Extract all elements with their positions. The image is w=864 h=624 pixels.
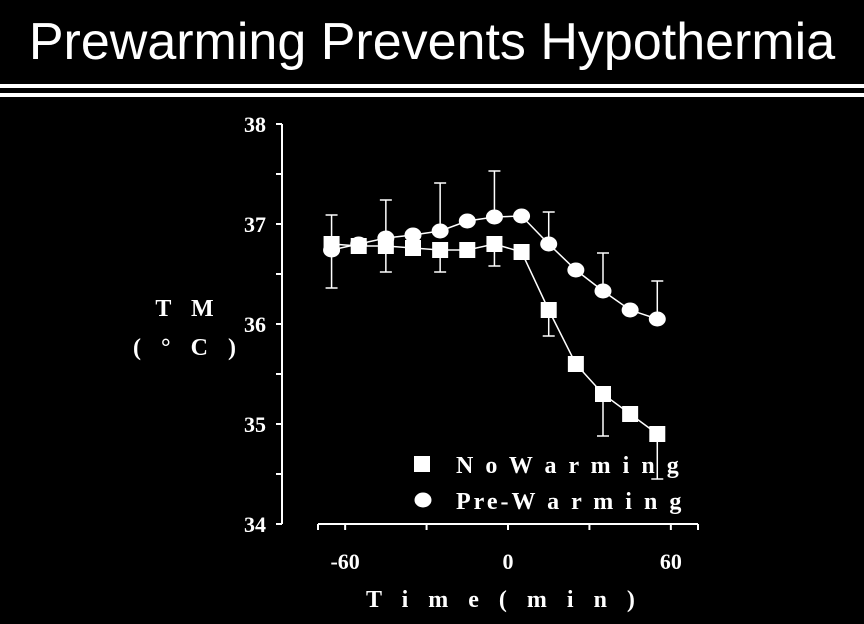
x-tick-label: 60 bbox=[660, 549, 682, 574]
data-point-square bbox=[649, 426, 666, 442]
y-tick-label: 36 bbox=[244, 312, 266, 337]
legend-label-no-warming: N o W a r m i n g bbox=[456, 453, 682, 479]
series-line-pre-warming bbox=[331, 215, 658, 320]
data-point-square bbox=[459, 242, 476, 258]
y-tick-label: 37 bbox=[244, 212, 266, 237]
y-tick-label: 38 bbox=[244, 112, 266, 137]
data-point-circle bbox=[621, 302, 639, 318]
data-point-circle bbox=[540, 236, 558, 252]
data-point-circle bbox=[648, 311, 666, 327]
data-point-circle bbox=[350, 236, 368, 252]
data-point-square bbox=[432, 242, 449, 258]
legend-marker-circle bbox=[414, 492, 432, 508]
x-axis-label: T i m e ( m i n ) bbox=[366, 587, 642, 613]
y-axis-label-line1: T M bbox=[155, 296, 220, 322]
data-point-square bbox=[622, 406, 639, 422]
legend-marker-square bbox=[414, 456, 430, 472]
y-tick-label: 34 bbox=[244, 512, 266, 537]
data-point-square bbox=[486, 236, 503, 252]
data-point-circle bbox=[485, 209, 503, 225]
data-point-circle bbox=[404, 227, 422, 243]
data-point-square bbox=[405, 240, 421, 256]
data-point-square bbox=[595, 386, 611, 402]
data-point-circle bbox=[594, 283, 612, 299]
data-point-circle bbox=[567, 262, 585, 278]
data-point-circle bbox=[377, 230, 395, 246]
x-tick-label: 0 bbox=[503, 549, 514, 574]
data-point-circle bbox=[323, 242, 341, 258]
data-point-circle bbox=[513, 208, 531, 224]
y-tick-label: 35 bbox=[244, 412, 266, 437]
data-point-circle bbox=[458, 213, 476, 229]
x-tick-label: -60 bbox=[330, 549, 359, 574]
legend-label-pre-warming: Pre-W a r m i n g bbox=[456, 489, 684, 515]
y-axis-label-line2: ( ° C ) bbox=[133, 335, 243, 361]
data-point-circle bbox=[431, 223, 449, 239]
data-point-square bbox=[540, 302, 557, 318]
page-title: Prewarming Prevents Hypothermia bbox=[28, 13, 836, 71]
title-rule-upper bbox=[0, 84, 864, 88]
data-point-square bbox=[567, 356, 584, 372]
data-point-square bbox=[513, 244, 530, 260]
title-rule-lower bbox=[0, 93, 864, 97]
